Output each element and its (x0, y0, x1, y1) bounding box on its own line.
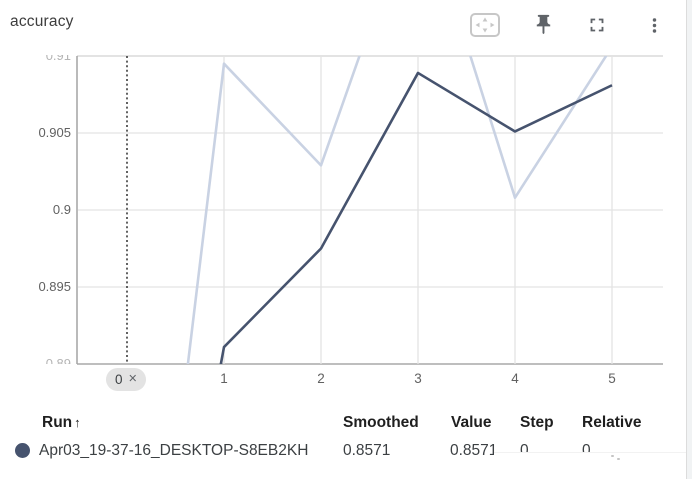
fit-to-data-icon (470, 13, 500, 37)
render-artifact-overlay (494, 452, 687, 479)
column-header-run[interactable]: Run ↑ (42, 414, 81, 431)
y-tick-label: 0.89 (45, 356, 71, 364)
step-chip-label: 0 (115, 372, 123, 387)
x-tick-label: 5 (608, 371, 616, 386)
x-tick-label: 3 (414, 371, 422, 386)
sort-ascending-icon: ↑ (74, 415, 81, 430)
fullscreen-icon (590, 18, 604, 32)
x-tick-label: 2 (317, 371, 325, 386)
x-tick-label: 4 (511, 371, 519, 386)
column-header-relative[interactable]: Relative (582, 414, 642, 431)
run-color-dot (15, 443, 30, 458)
step-cell: 0 (520, 442, 529, 459)
column-header-smoothed[interactable]: Smoothed (343, 414, 419, 431)
pin-button[interactable] (532, 12, 555, 37)
y-tick-label: 0.905 (38, 125, 71, 140)
more-options-icon (652, 18, 657, 33)
fullscreen-button[interactable] (586, 14, 608, 36)
fit-to-data-button[interactable] (469, 11, 501, 39)
column-header-step[interactable]: Step (520, 414, 554, 431)
close-icon[interactable]: × (128, 371, 137, 388)
vertical-scrollbar[interactable] (686, 0, 692, 479)
page-title: accuracy (10, 13, 74, 30)
y-tick-label: 0.91 (45, 55, 71, 63)
overflow-menu-button[interactable] (645, 13, 664, 38)
y-tick-label: 0.9 (52, 202, 71, 217)
value-cell: 0.8571 (450, 442, 498, 459)
x-tick-label: 1 (220, 371, 228, 386)
pin-icon (536, 14, 551, 35)
column-header-value[interactable]: Value (451, 414, 492, 431)
smoothed-value: 0.8571 (343, 442, 391, 459)
run-name: Apr03_19-37-16_DESKTOP-S8EB2KH (39, 442, 309, 459)
step-zero-chip[interactable]: 0 × (106, 368, 146, 391)
relative-cell: 0 (582, 442, 591, 459)
y-tick-label: 0.895 (38, 279, 71, 294)
